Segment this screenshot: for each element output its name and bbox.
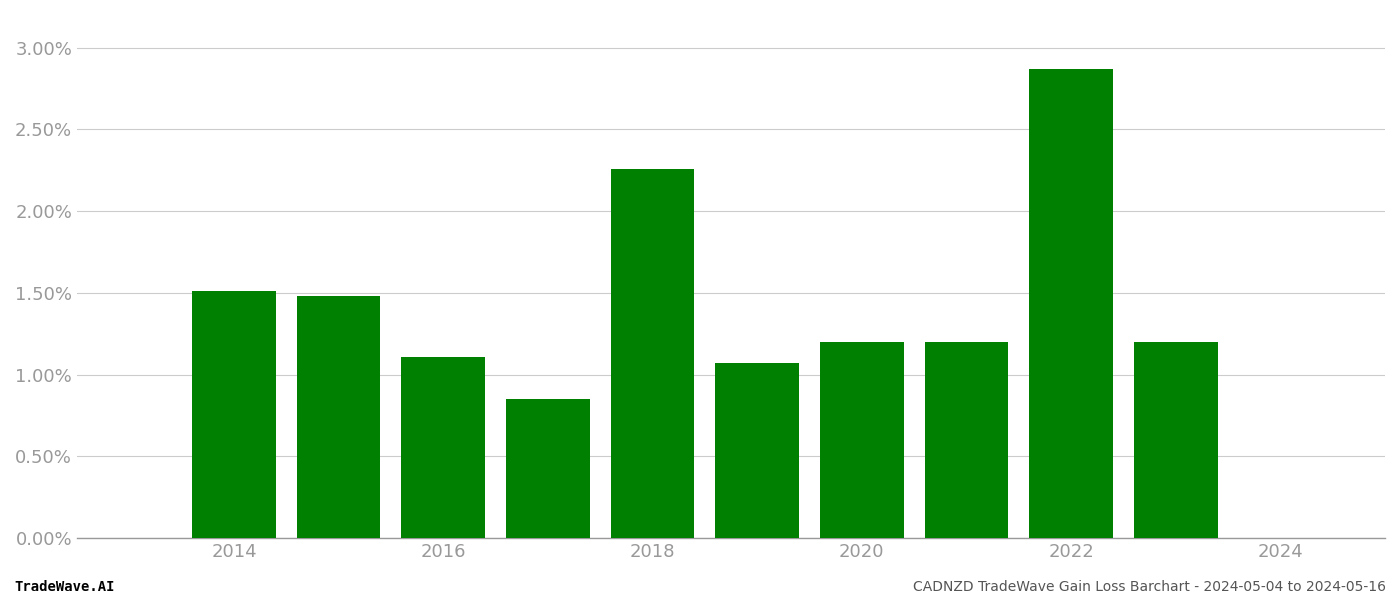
Bar [610,169,694,538]
Bar [505,399,589,538]
Bar [715,363,799,538]
Text: TradeWave.AI: TradeWave.AI [14,580,115,594]
Bar [1029,69,1113,538]
Bar [1134,342,1218,538]
Bar [924,342,1008,538]
Bar [192,291,276,538]
Text: CADNZD TradeWave Gain Loss Barchart - 2024-05-04 to 2024-05-16: CADNZD TradeWave Gain Loss Barchart - 20… [913,580,1386,594]
Bar [820,342,903,538]
Bar [402,356,484,538]
Bar [297,296,381,538]
